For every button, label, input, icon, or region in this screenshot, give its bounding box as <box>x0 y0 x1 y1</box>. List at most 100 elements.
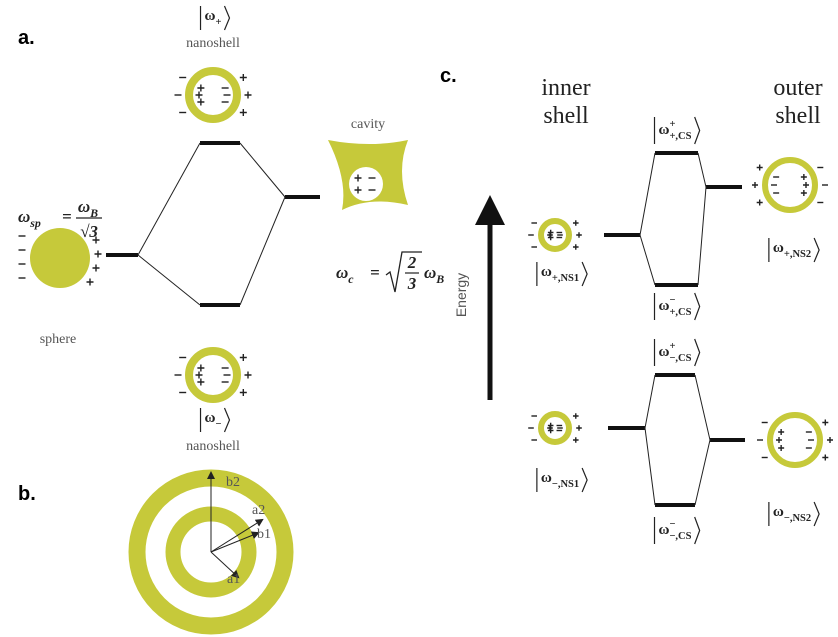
symbol: ω <box>541 470 552 486</box>
plus-charge <box>197 85 204 92</box>
plus-charge <box>197 379 204 386</box>
subscript: − <box>215 419 221 430</box>
math-symbol: ω−+,CS <box>659 295 692 318</box>
panel-label: b. <box>18 483 36 505</box>
axis-label: Energy <box>453 273 469 317</box>
math-symbol: ω++,CS <box>659 119 692 142</box>
symbol: ω <box>336 263 348 282</box>
ket-angle <box>695 293 700 320</box>
plus-charge <box>822 455 828 461</box>
ket-angle <box>224 408 229 432</box>
plus-charge <box>827 437 833 443</box>
symbol: ω <box>205 8 216 24</box>
equals: = <box>62 207 72 226</box>
ket-angle <box>695 517 700 544</box>
math-symbol: ωc <box>336 263 354 286</box>
subscript: −,NS2 <box>784 513 811 524</box>
symbol: ω <box>78 197 90 216</box>
plus-charge <box>196 92 203 99</box>
panel-label: a. <box>18 27 35 49</box>
subscript: c <box>348 272 354 286</box>
symbol: ω <box>659 298 670 314</box>
caption: sphere <box>40 332 77 347</box>
cavity-hole <box>349 167 383 201</box>
plus-charge <box>573 413 579 419</box>
math-symbol: ω− <box>205 410 222 430</box>
symbol: ω <box>773 504 784 520</box>
plus-charge <box>240 354 247 361</box>
superscript: − <box>669 519 675 530</box>
plus-charge <box>757 200 763 206</box>
denominator: √3 <box>80 222 98 241</box>
shell-ring <box>541 221 569 249</box>
ket-angle <box>582 468 587 492</box>
math-symbol: ω+ <box>205 8 222 28</box>
plus-charge <box>240 389 247 396</box>
connector <box>138 143 200 255</box>
math-symbol: ω+−,CS <box>659 341 692 364</box>
vector-label: b2 <box>226 475 240 490</box>
connector <box>138 255 200 305</box>
column-title: shell <box>543 103 589 129</box>
panel-c-levels <box>604 153 745 505</box>
math-symbol: ωB <box>78 197 98 220</box>
math-symbol: ω−,NS2 <box>773 504 811 524</box>
ket-angle <box>814 502 819 526</box>
plus-charge <box>87 279 94 286</box>
plus-charge <box>196 372 203 379</box>
subscript: sp <box>29 216 41 230</box>
plus-charge <box>573 244 579 250</box>
denominator: 3 <box>407 274 417 293</box>
math-symbol: ω−−,CS <box>659 519 692 542</box>
connector <box>240 197 285 305</box>
plus-charge <box>801 190 807 196</box>
superscript: + <box>669 119 675 130</box>
sqrt-sign <box>386 252 422 292</box>
connector <box>240 143 285 197</box>
ket-angle <box>695 117 700 144</box>
plus-charge <box>752 182 758 188</box>
plus-charge <box>573 437 579 443</box>
superscript: + <box>669 341 675 352</box>
math-symbol: ωB <box>424 263 444 286</box>
plus-charge <box>93 265 100 272</box>
plus-charge <box>778 445 784 451</box>
plus-charge <box>822 420 828 426</box>
symbol: ω <box>659 522 670 538</box>
subscript: −,CS <box>669 353 691 364</box>
math-symbol: ω−,NS1 <box>541 470 579 490</box>
numerator: 2 <box>407 253 417 272</box>
subscript: +,NS1 <box>552 273 579 284</box>
symbol: ω <box>541 264 552 280</box>
column-title: inner <box>541 75 590 101</box>
subscript: +,NS2 <box>784 249 811 260</box>
plus-charge <box>757 165 763 171</box>
subscript: +,CS <box>669 307 691 318</box>
caption: nanoshell <box>186 439 240 454</box>
vector-label: a2 <box>252 503 265 518</box>
ket-angle <box>224 6 229 30</box>
shell-ring <box>541 414 569 442</box>
panel-label: c. <box>440 65 457 87</box>
plus-charge <box>576 232 582 238</box>
concentric-shells <box>137 473 285 626</box>
plus-charge <box>197 365 204 372</box>
symbol: ω <box>659 344 670 360</box>
plus-charge <box>95 251 102 258</box>
equals: = <box>370 263 380 282</box>
plus-charge <box>801 174 807 180</box>
subscript: + <box>215 17 221 28</box>
plus-charge <box>778 429 784 435</box>
panel-a-levels <box>106 143 320 305</box>
subscript: B <box>435 272 444 286</box>
symbol: ω <box>424 263 436 282</box>
math-symbol: ω+,NS1 <box>541 264 579 284</box>
math-symbol: ω+,NS2 <box>773 240 811 260</box>
plus-charge <box>576 425 582 431</box>
symbol: ω <box>773 240 784 256</box>
subscript: −,CS <box>669 531 691 542</box>
caption: cavity <box>351 117 385 132</box>
plus-charge <box>776 437 782 443</box>
caption: nanoshell <box>186 36 240 51</box>
figure: a. b. c. ω+nanoshellω−na <box>0 0 838 637</box>
